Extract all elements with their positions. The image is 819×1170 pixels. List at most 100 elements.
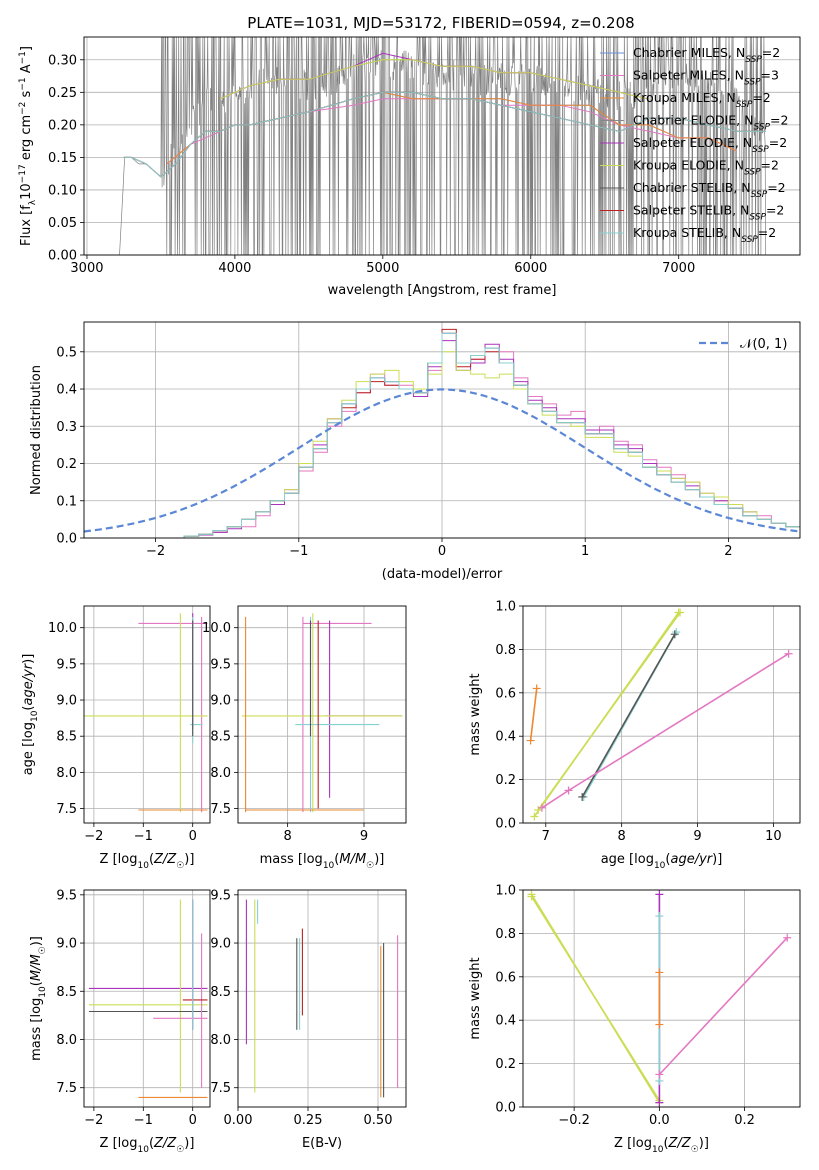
x-tick-label: 0.2 (734, 1113, 755, 1128)
x-tick-label: −1 (134, 1113, 153, 1128)
y-ticks: 7.5 8.0 8.5 9.0 9.5 (210, 888, 406, 1096)
y-tick-label: 7.5 (56, 802, 77, 817)
data-point (527, 890, 536, 899)
mass-vs-metallicity-panel: −2 −1 0 7.5 8.0 8.5 9.0 9.5 Z [log10(Z/Z☉)] mass … (29, 888, 211, 1155)
y-tick-label: 9.0 (210, 937, 231, 952)
legend-label: Salpeter ELODIE, NSSP=2 (633, 135, 787, 155)
y-tick-label: 0.8 (495, 927, 516, 942)
x-axis-label: wavelength [Angstrom, rest frame] (328, 283, 557, 298)
y-tick-label: 8.5 (56, 985, 77, 1000)
x-axis-label: Z [log10(Z/Z☉)] (614, 1136, 709, 1155)
x-tick-label: 9 (693, 829, 701, 844)
axes-frame (237, 605, 407, 824)
y-tick-label: 0.4 (495, 1014, 516, 1029)
axes-frame (522, 889, 801, 1108)
x-tick-label: 0 (438, 544, 446, 559)
legend: 𝒩(0, 1) (699, 337, 787, 352)
x-tick-label: 0.50 (364, 1113, 393, 1128)
mass-weight-line (581, 633, 676, 798)
mass-vs-extinction-panel: 0.00 0.25 0.50 7.5 8.0 8.5 9.0 9.5 E(B-V) (210, 888, 407, 1151)
data-point (564, 786, 573, 795)
y-tick-label: 9.0 (56, 937, 77, 952)
x-tick-label: 0.00 (224, 1113, 253, 1128)
data-point (655, 1070, 664, 1079)
y-tick-label: 0.0 (56, 532, 77, 547)
y-tick-label: 8.5 (210, 985, 231, 1000)
y-axis-label: mass [log10(M/M☉)] (29, 936, 48, 1061)
data-point (537, 803, 546, 812)
y-ticks: 0.0 0.2 0.4 0.6 0.8 1.0 (495, 600, 800, 832)
y-ticks: 7.5 8.0 8.5 9.0 9.5 10.0 (202, 621, 406, 817)
x-tick-label: −1 (289, 544, 308, 559)
x-tick-label: −2 (84, 829, 103, 844)
model-spectrum-line (123, 91, 766, 178)
axes-frame (83, 321, 801, 539)
y-axis-label: Flux [fλ10−17 erg cm−2 s−1 A−1] (18, 46, 38, 246)
x-ticks: −2 −1 0 (84, 606, 197, 844)
x-tick-label: −2 (84, 1113, 103, 1128)
x-tick-label: 7 (542, 829, 550, 844)
x-tick-label: 1 (581, 544, 589, 559)
axes-frame (83, 889, 211, 1108)
data-point (526, 736, 535, 745)
y-tick-label: 7.5 (56, 1081, 77, 1096)
x-tick-label: 8 (283, 829, 291, 844)
y-tick-label: 9.5 (56, 657, 77, 672)
mass-weight-line (529, 688, 538, 741)
y-tick-label: 9.5 (56, 888, 77, 903)
y-tick-label: 10.0 (202, 621, 231, 636)
y-tick-label: 8.5 (210, 730, 231, 745)
y-tick-label: 0.5 (56, 345, 77, 360)
y-tick-label: 0.8 (495, 643, 516, 658)
data-point (655, 890, 664, 899)
y-tick-label: 0.20 (48, 118, 77, 133)
y-tick-label: 0.00 (48, 249, 77, 264)
data-point (655, 968, 664, 977)
y-tick-label: 0.4 (495, 730, 516, 745)
x-tick-label: 4000 (218, 261, 251, 276)
data-point (530, 812, 539, 821)
legend-label: Kroupa MILES, NSSP=2 (633, 90, 771, 110)
y-tick-label: 1.0 (495, 600, 516, 615)
y-tick-label: 0.4 (56, 383, 77, 398)
y-tick-label: 0.25 (48, 86, 77, 101)
legend-label: Kroupa ELODIE, NSSP=2 (633, 158, 779, 178)
x-tick-label: 5000 (366, 261, 399, 276)
axes-frame (83, 605, 211, 824)
y-tick-label: 0.2 (495, 773, 516, 788)
y-tick-label: 0.10 (48, 183, 77, 198)
y-ticks: 7.5 8.0 8.5 9.0 9.5 10.0 (48, 621, 210, 817)
x-tick-label: 9 (360, 829, 368, 844)
y-tick-label: 7.5 (210, 1081, 231, 1096)
legend-label: Salpeter STELIB, NSSP=2 (633, 203, 784, 223)
plot-area (245, 899, 399, 1098)
axes-frame (522, 605, 801, 824)
x-tick-label: 8 (618, 829, 626, 844)
y-tick-label: 0.1 (56, 494, 77, 509)
plot-area (526, 608, 793, 821)
data-point (676, 608, 685, 617)
model-spectrum-line (219, 59, 648, 100)
mass-weight-line (658, 937, 788, 1076)
y-tick-label: 0.05 (48, 216, 77, 231)
plot-area (84, 328, 800, 538)
y-tick-label: 0.0 (495, 1101, 516, 1116)
data-point (783, 933, 792, 942)
data-point (578, 792, 587, 801)
y-tick-label: 0.2 (495, 1057, 516, 1072)
x-tick-label: −0.2 (558, 1113, 590, 1128)
x-axis-label: age [log10(age/yr)] (601, 852, 723, 871)
y-tick-label: 9.0 (56, 694, 77, 709)
x-axis-label: Z [log10(Z/Z☉)] (100, 852, 195, 871)
y-tick-label: 0.2 (56, 457, 77, 472)
x-axis-label: Z [log10(Z/Z☉)] (100, 1136, 195, 1155)
normal-curve-line (84, 388, 800, 533)
y-tick-label: 0.6 (495, 686, 516, 701)
y-tick-label: 8.0 (56, 766, 77, 781)
plot-area (241, 613, 403, 813)
y-tick-label: 0.0 (495, 817, 516, 832)
legend-label: Chabrier STELIB, NSSP=2 (633, 180, 786, 200)
